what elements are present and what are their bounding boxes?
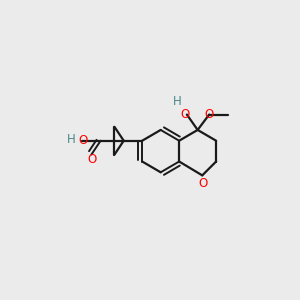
Text: O: O (205, 108, 214, 121)
Text: O: O (88, 153, 97, 166)
Text: O: O (198, 177, 208, 190)
Text: H: H (67, 133, 76, 146)
Text: H: H (173, 95, 182, 108)
Text: O: O (181, 108, 190, 121)
Text: O: O (78, 134, 88, 147)
